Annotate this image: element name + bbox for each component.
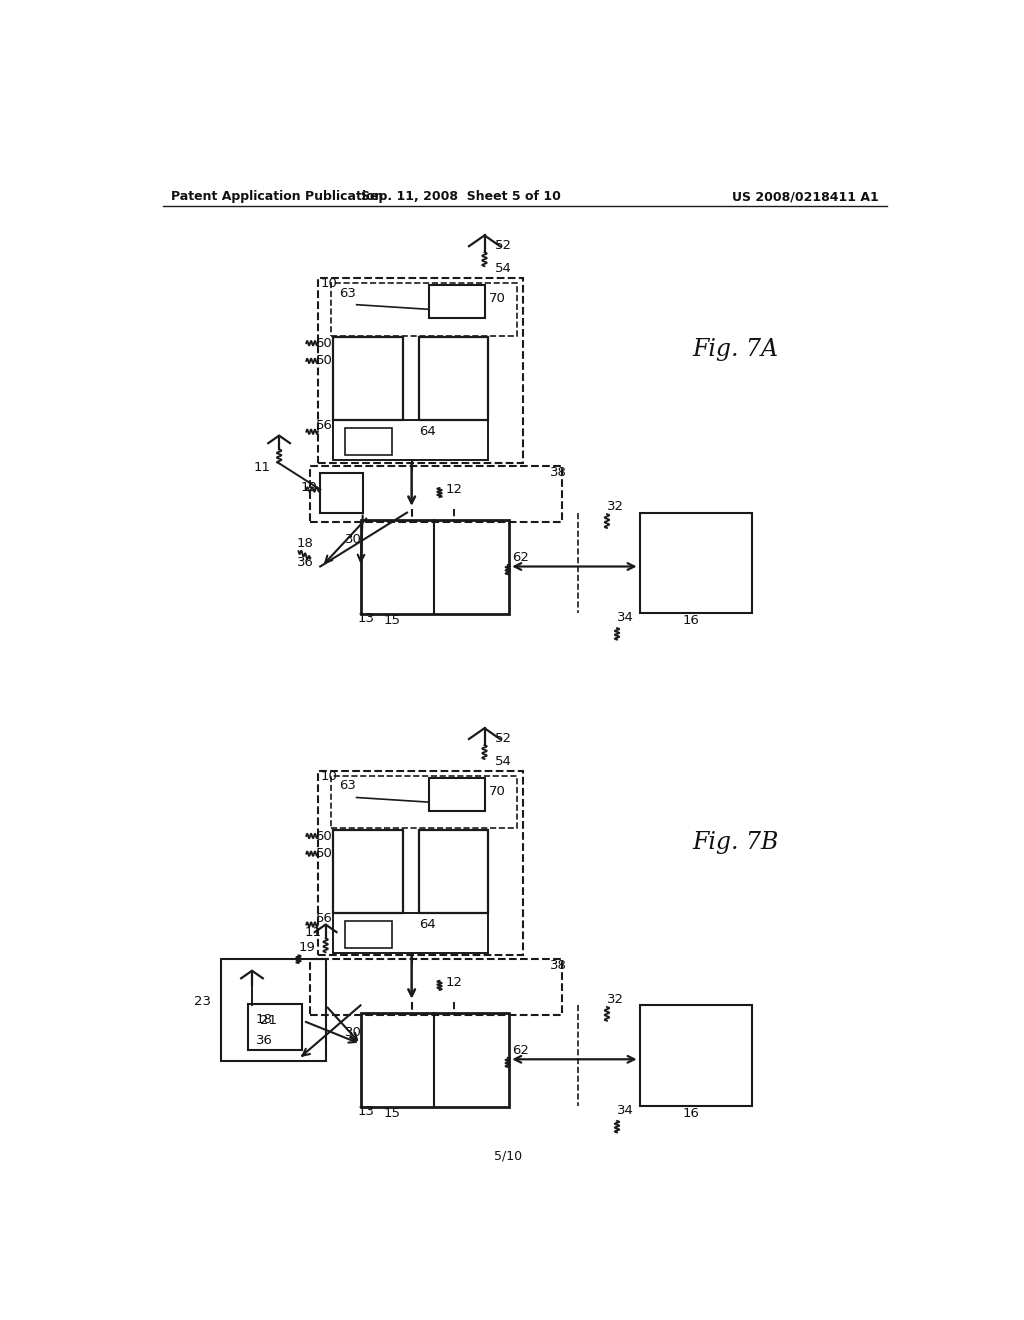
Bar xyxy=(640,512,752,612)
Text: 10: 10 xyxy=(321,770,338,783)
Bar xyxy=(334,420,488,461)
Text: 16: 16 xyxy=(682,1106,699,1119)
Text: 12: 12 xyxy=(445,483,463,496)
Text: 62: 62 xyxy=(512,1044,529,1056)
Bar xyxy=(360,520,509,614)
Text: 54: 54 xyxy=(495,261,511,275)
Text: 50: 50 xyxy=(315,847,333,861)
Text: 63: 63 xyxy=(339,779,355,792)
Text: 18: 18 xyxy=(256,1012,272,1026)
Text: 50: 50 xyxy=(315,354,333,367)
Text: 62: 62 xyxy=(512,550,529,564)
Text: 13: 13 xyxy=(357,612,375,626)
Bar xyxy=(248,1005,302,1051)
Text: 19: 19 xyxy=(299,941,315,954)
Text: Fig. 7A: Fig. 7A xyxy=(692,338,778,360)
Text: 18: 18 xyxy=(297,537,313,550)
Text: 11: 11 xyxy=(305,925,322,939)
Text: 30: 30 xyxy=(345,1026,361,1039)
Bar xyxy=(640,1006,752,1106)
Bar xyxy=(334,337,403,420)
Text: Fig. 7B: Fig. 7B xyxy=(692,830,778,854)
Text: 13: 13 xyxy=(357,1105,375,1118)
Text: 21: 21 xyxy=(260,1014,276,1027)
Text: 15: 15 xyxy=(384,614,400,627)
Text: 30: 30 xyxy=(345,533,361,546)
Text: 64: 64 xyxy=(420,917,436,931)
Bar xyxy=(317,277,523,462)
Text: 15: 15 xyxy=(384,1106,400,1119)
Text: 11: 11 xyxy=(254,462,270,474)
Bar xyxy=(331,776,517,829)
Text: 16: 16 xyxy=(682,614,699,627)
Bar xyxy=(345,921,391,948)
Bar xyxy=(310,960,562,1015)
Text: 56: 56 xyxy=(315,912,333,925)
Bar xyxy=(334,830,403,913)
Bar xyxy=(221,960,326,1061)
Text: 70: 70 xyxy=(489,292,506,305)
Bar xyxy=(345,428,391,455)
Text: US 2008/0218411 A1: US 2008/0218411 A1 xyxy=(732,190,880,203)
Bar xyxy=(334,913,488,953)
Text: 60: 60 xyxy=(315,337,333,350)
Text: 63: 63 xyxy=(339,286,355,300)
Text: 38: 38 xyxy=(550,466,567,479)
Text: 34: 34 xyxy=(617,1104,634,1117)
Text: 52: 52 xyxy=(495,731,512,744)
Text: 36: 36 xyxy=(297,556,313,569)
Text: 56: 56 xyxy=(315,418,333,432)
Bar xyxy=(429,779,484,810)
Text: 5/10: 5/10 xyxy=(494,1150,522,1163)
Text: 60: 60 xyxy=(315,829,333,842)
Text: 52: 52 xyxy=(495,239,512,252)
Text: 36: 36 xyxy=(256,1034,272,1047)
Bar xyxy=(310,466,562,521)
Bar xyxy=(429,285,484,318)
Bar xyxy=(419,830,488,913)
Bar xyxy=(360,1014,509,1107)
Bar xyxy=(317,771,523,956)
Text: 70: 70 xyxy=(489,785,506,797)
Text: Patent Application Publication: Patent Application Publication xyxy=(171,190,383,203)
Text: 23: 23 xyxy=(194,995,211,1008)
Bar xyxy=(321,473,362,512)
Text: 19: 19 xyxy=(301,482,317,495)
Text: 12: 12 xyxy=(445,975,463,989)
Text: 32: 32 xyxy=(607,993,624,1006)
Text: 64: 64 xyxy=(420,425,436,438)
Bar xyxy=(419,337,488,420)
Text: 38: 38 xyxy=(550,958,567,972)
Text: 32: 32 xyxy=(607,500,624,513)
Text: 10: 10 xyxy=(321,277,338,290)
Text: Sep. 11, 2008  Sheet 5 of 10: Sep. 11, 2008 Sheet 5 of 10 xyxy=(361,190,561,203)
Bar xyxy=(331,284,517,335)
Text: 34: 34 xyxy=(617,611,634,624)
Text: 54: 54 xyxy=(495,755,511,768)
